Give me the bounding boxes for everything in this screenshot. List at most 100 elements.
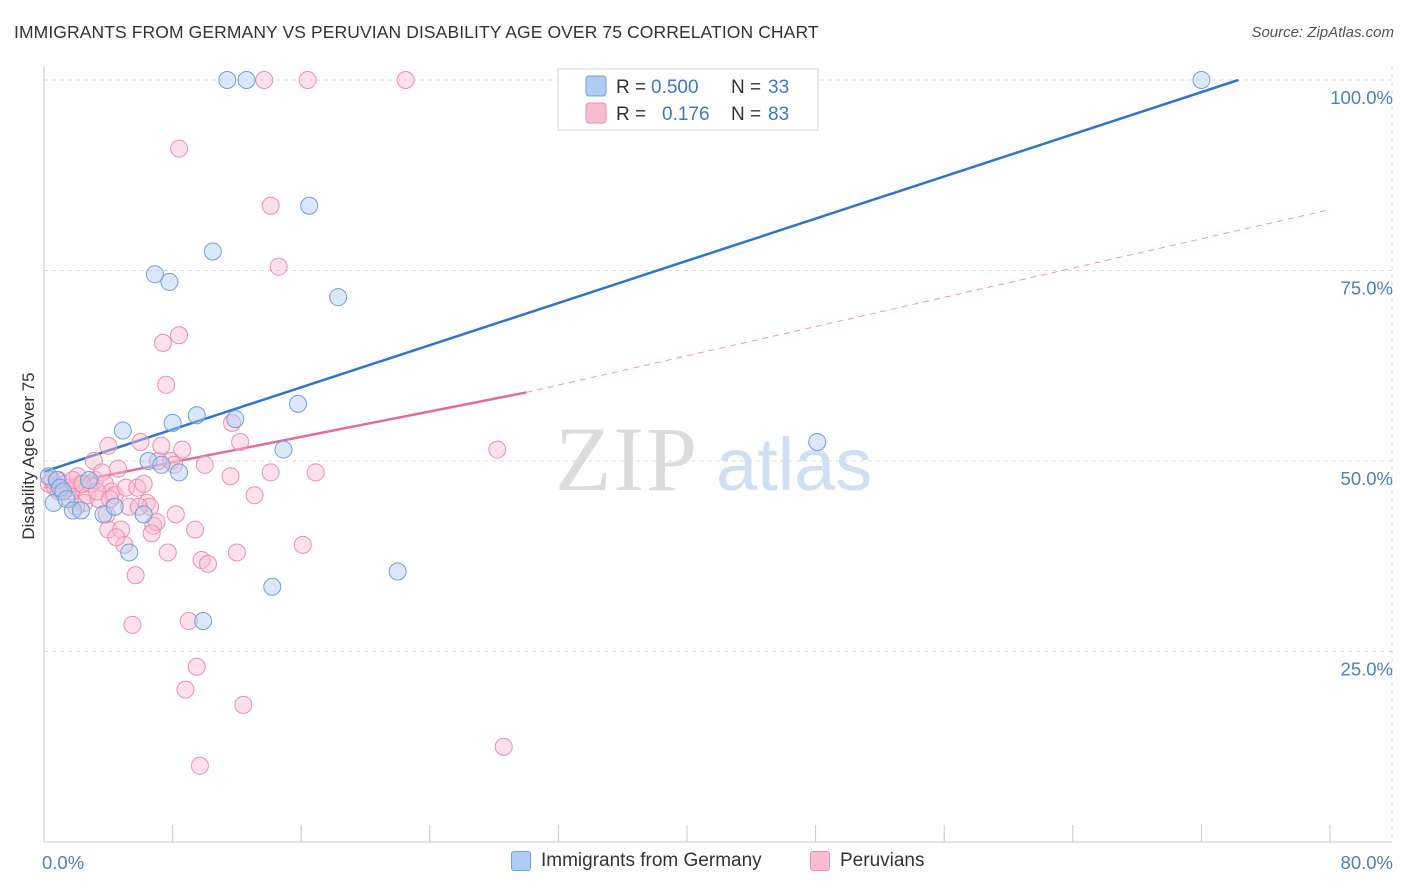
peruvian-point xyxy=(142,524,161,543)
peruvian-point xyxy=(123,615,142,634)
source-credit: Source: ZipAtlas.com xyxy=(1251,24,1394,41)
peruvian-point xyxy=(488,440,507,459)
peruvian-point xyxy=(173,440,192,459)
germany-point xyxy=(203,242,222,261)
peruvian-point xyxy=(198,554,217,573)
germany-point xyxy=(71,501,90,520)
germany-point xyxy=(300,196,319,215)
watermark-zip: ZIP xyxy=(555,408,699,510)
legend-swatch-germany-bottom xyxy=(511,851,531,871)
peruvian-point xyxy=(78,486,97,505)
legend-label-germany: Immigrants from Germany xyxy=(541,850,762,871)
germany-point xyxy=(145,265,164,284)
peruvian-point xyxy=(255,71,274,89)
legend-box: R = 0.500 N = 33 R = 0.176 N = 83 xyxy=(557,68,819,131)
peruvian-point xyxy=(157,375,176,394)
legend-r-value-2: 0.176 xyxy=(662,104,710,125)
legend-label-peruvians: Peruvians xyxy=(840,850,925,871)
peruvian-point xyxy=(134,474,153,493)
germany-point xyxy=(226,410,245,429)
germany-point xyxy=(160,272,179,291)
peruvian-point xyxy=(120,497,139,516)
peruvian-point xyxy=(187,657,206,676)
legend-n-label-1: N = xyxy=(731,77,761,98)
legend-r-value-1: 0.500 xyxy=(651,77,699,98)
peruvian-point xyxy=(396,71,415,89)
germany-point xyxy=(113,421,132,440)
peruvian-point xyxy=(231,432,250,451)
germany-point xyxy=(187,406,206,425)
peruvian-point xyxy=(261,196,280,215)
peruvian-point xyxy=(158,543,177,562)
germany-point xyxy=(163,413,182,432)
peruvian-point xyxy=(221,467,240,486)
germany-point xyxy=(329,288,348,307)
peruvian-point xyxy=(126,566,145,585)
germany-point xyxy=(263,577,282,596)
peruvian-point xyxy=(293,535,312,554)
y-tick-label: 25.0% xyxy=(1341,659,1393,680)
peruvian-point xyxy=(186,520,205,539)
peruvian-point xyxy=(108,459,127,478)
legend-item-peruvians[interactable]: Peruvians xyxy=(810,850,925,872)
y-tick-label: 100.0% xyxy=(1330,87,1393,108)
germany-point xyxy=(80,471,99,490)
germany-point xyxy=(134,505,153,524)
peruvian-point xyxy=(269,257,288,276)
peruvian-point xyxy=(99,436,118,455)
peruvians-trend-extension xyxy=(526,209,1331,393)
peruvian-point xyxy=(170,139,189,158)
germany-point xyxy=(194,612,213,631)
y-axis-label: Disability Age Over 75 xyxy=(19,372,38,539)
peruvian-point xyxy=(166,505,185,524)
axis-layer: 25.0% 50.0% 75.0% 100.0% 0.0% 80.0% xyxy=(42,66,1393,873)
watermark-atlas: atlas xyxy=(716,423,872,506)
peruvian-point xyxy=(298,71,317,89)
peruvian-point xyxy=(494,737,513,756)
germany-point xyxy=(170,463,189,482)
germany-point xyxy=(388,562,407,581)
germany-point xyxy=(105,497,124,516)
legend-swatch-peruvians-bottom xyxy=(810,851,830,871)
peruvian-point xyxy=(234,695,253,714)
germany-point xyxy=(57,490,76,509)
peruvian-point xyxy=(261,463,280,482)
legend-r-label-1: R = xyxy=(616,77,646,98)
germany-point xyxy=(274,440,293,459)
germany-point xyxy=(237,71,256,89)
germany-point xyxy=(288,394,307,413)
legend-n-value-2: 83 xyxy=(768,104,789,125)
peruvian-point xyxy=(306,463,325,482)
germany-point xyxy=(1192,71,1211,89)
x-tick-label: 80.0% xyxy=(1341,852,1393,873)
peruvian-point xyxy=(153,333,172,352)
y-tick-label: 75.0% xyxy=(1341,278,1393,299)
legend-n-value-1: 33 xyxy=(768,77,789,98)
chart-title: IMMIGRANTS FROM GERMANY VS PERUVIAN DISA… xyxy=(14,22,819,42)
legend-item-germany[interactable]: Immigrants from Germany xyxy=(511,850,762,872)
watermark: ZIP atlas xyxy=(555,408,872,510)
peruvian-point xyxy=(107,528,126,547)
peruvians-trend-line xyxy=(43,391,527,489)
peruvian-point xyxy=(176,680,195,699)
germany-point xyxy=(808,432,827,451)
germany-point xyxy=(152,455,171,474)
points-layer xyxy=(39,71,1211,775)
peruvian-point xyxy=(131,432,150,451)
legend-n-label-2: N = xyxy=(731,104,761,125)
y-tick-label: 50.0% xyxy=(1341,468,1393,489)
legend-swatch-peruvians xyxy=(585,102,607,124)
germany-trend-line xyxy=(43,78,1239,473)
x-tick-label: 0.0% xyxy=(42,852,84,873)
legend-swatch-germany xyxy=(585,75,607,97)
germany-point xyxy=(120,543,139,562)
peruvian-point xyxy=(179,612,198,631)
germany-point xyxy=(218,71,237,89)
peruvian-point xyxy=(245,486,264,505)
peruvian-point xyxy=(152,436,171,455)
grid-layer xyxy=(44,66,1393,842)
trend-layer xyxy=(43,78,1331,489)
peruvian-point xyxy=(170,326,189,345)
peruvian-point xyxy=(195,455,214,474)
